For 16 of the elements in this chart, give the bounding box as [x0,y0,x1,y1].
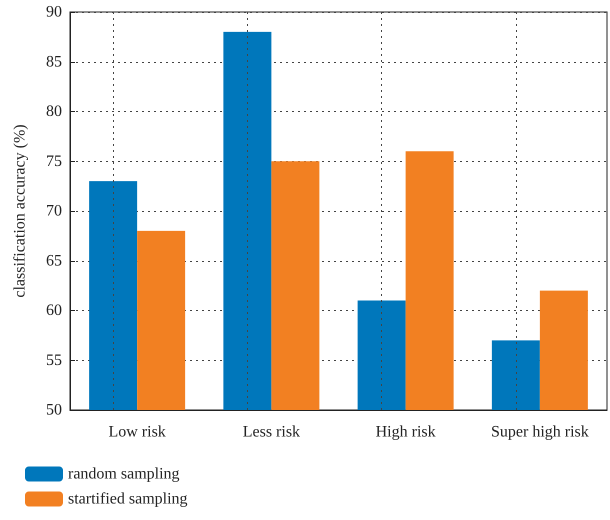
x-tick-label: Super high risk [490,424,589,440]
y-tick-label: 50 [46,402,62,418]
y-tick-label: 80 [46,103,62,120]
y-tick-label: 65 [46,252,62,270]
legend-label: random sampling [68,466,180,482]
x-tick-label: Less risk [242,424,300,440]
y-tick-label: 85 [46,53,62,70]
y-tick-label: 75 [46,152,62,170]
x-tick-label: High risk [376,424,436,440]
y-tick-label: 60 [46,302,62,319]
legend-label: startified sampling [68,490,188,508]
y-tick-label: 70 [46,202,62,220]
y-tick-label: 90 [46,4,62,20]
y-tick-label: 55 [46,352,62,369]
x-tick-label: Low risk [108,424,166,440]
y-axis-title: classification accuracy (%) [12,124,28,298]
